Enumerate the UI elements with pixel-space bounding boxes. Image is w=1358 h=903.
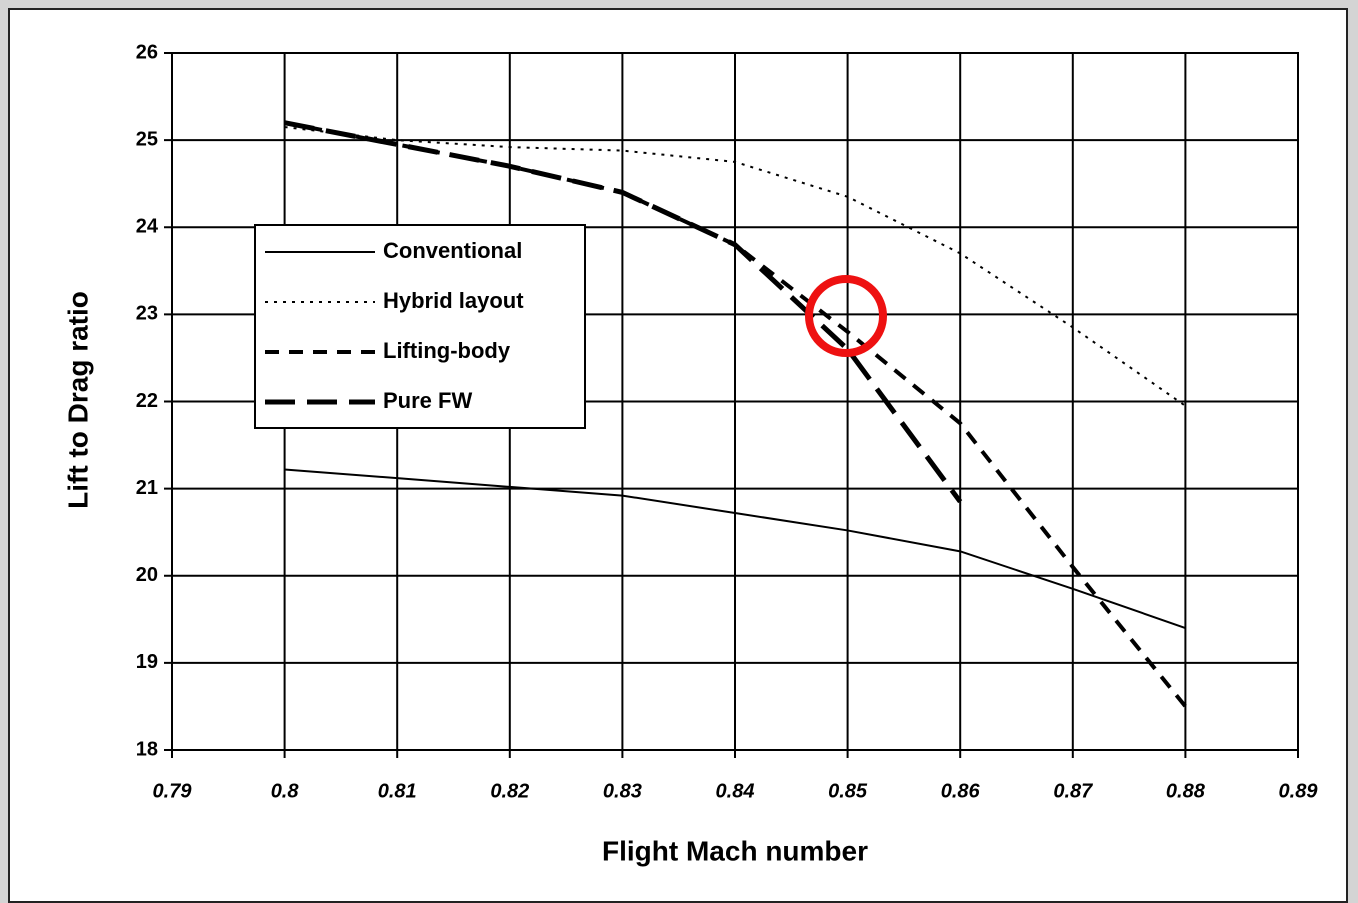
legend-label: Hybrid layout [383,288,524,313]
y-tick-label: 18 [136,738,158,760]
x-tick-label: 0.79 [153,780,193,802]
y-tick-label: 20 [136,564,158,586]
frame [8,8,1348,903]
x-tick-label: 0.84 [716,780,755,802]
y-tick-label: 22 [136,390,158,412]
y-tick-label: 19 [136,651,158,673]
legend: Conventional Hybrid layout Lifting-body Pur… [254,224,586,429]
x-tick-label: 0.8 [271,780,300,802]
x-tick-label: 0.83 [603,780,642,802]
series-line [284,468,1186,629]
legend-label: Lifting-body [383,338,511,363]
y-tick-label: 23 [136,303,158,325]
y-tick-label: 24 [136,216,159,238]
series-line [284,120,963,504]
y-tick-label: 21 [136,477,158,499]
legend-label: Pure FW [383,388,472,413]
series-line [284,126,1186,407]
x-tick-label: 0.88 [1166,780,1206,802]
highlight-circle [805,275,887,357]
x-tick-label: 0.81 [378,780,417,802]
x-tick-label: 0.82 [490,780,529,802]
y-tick-label: 26 [136,41,158,63]
x-tick-label: 0.89 [1279,780,1319,802]
legend-label: Conventional [383,238,522,263]
legend-box [254,224,586,429]
x-tick-label: 0.87 [1053,780,1093,802]
x-tick-label: 0.85 [828,780,868,802]
y-tick-label: 25 [136,128,158,150]
plot-border [171,52,1299,751]
x-tick-label: 0.86 [941,780,981,802]
x-axis-title: Flight Mach number [602,835,868,866]
y-axis-title: Lift to Drag ratio [62,291,93,509]
